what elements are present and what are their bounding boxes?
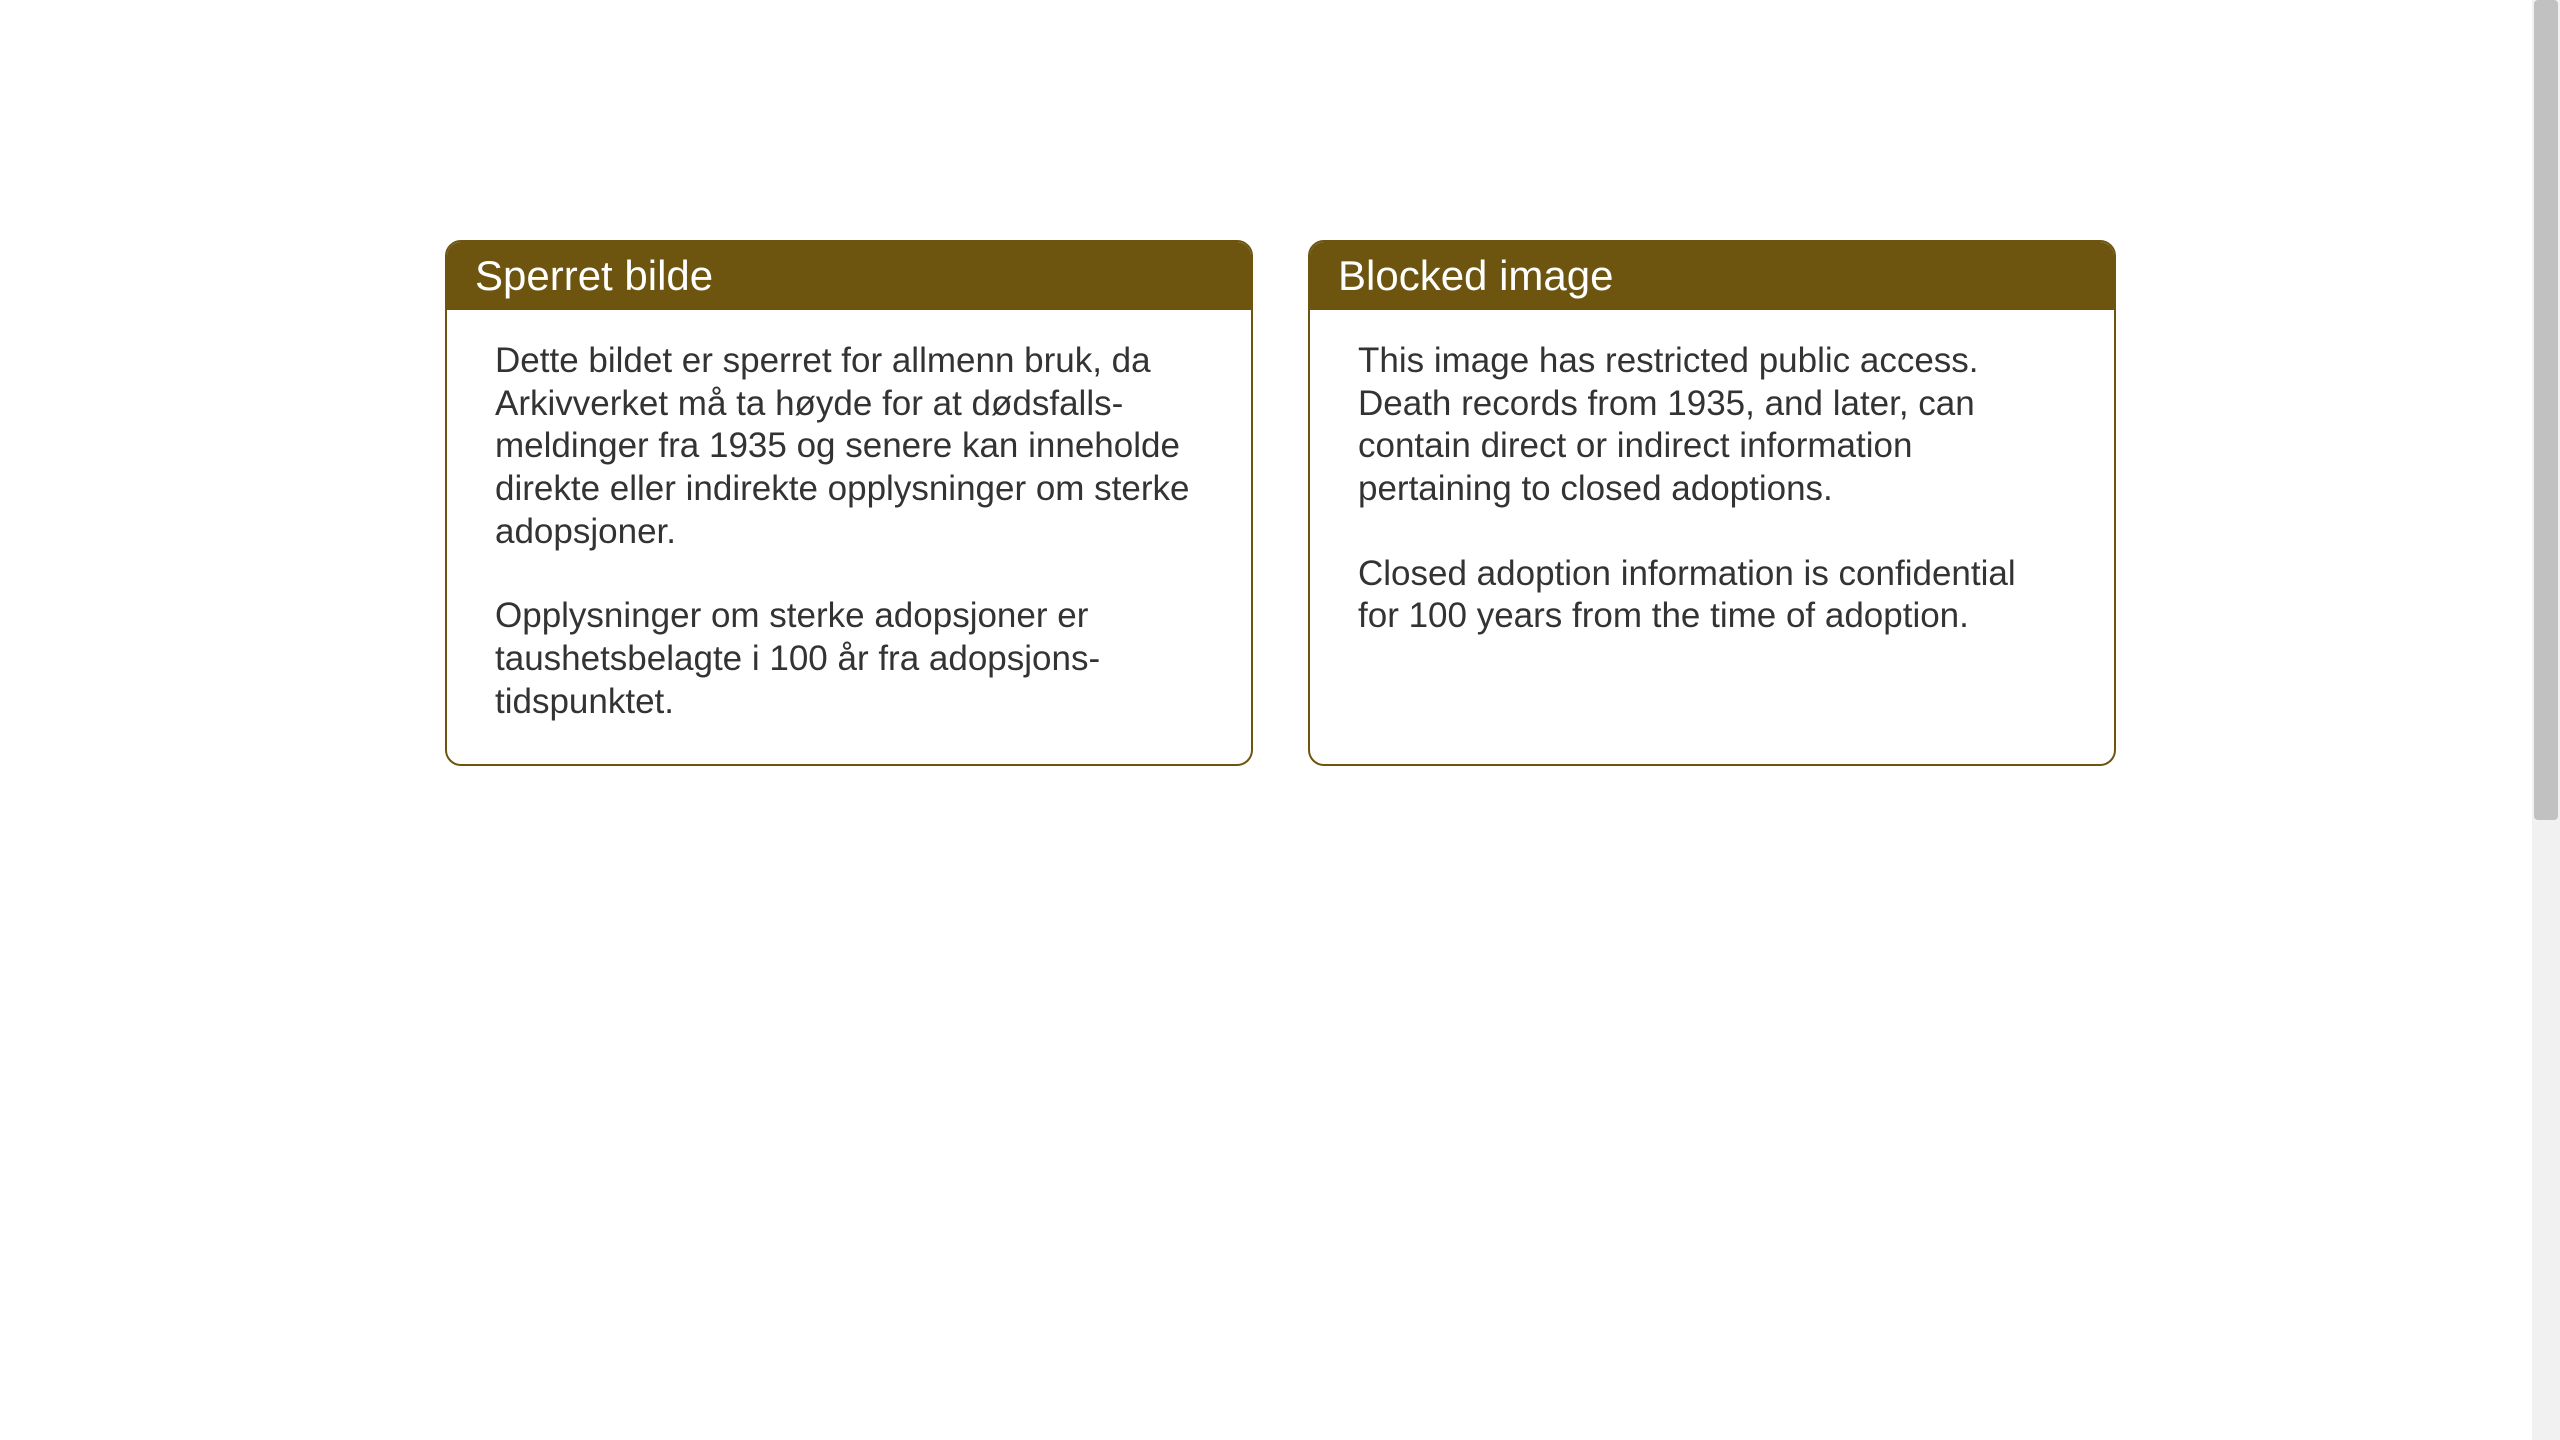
card-header-english: Blocked image	[1310, 242, 2114, 310]
card-body-norwegian: Dette bildet er sperret for allmenn bruk…	[447, 310, 1251, 764]
card-body-english: This image has restricted public access.…	[1310, 310, 2114, 750]
card-paragraph: This image has restricted public access.…	[1358, 340, 2066, 511]
card-paragraph: Dette bildet er sperret for allmenn bruk…	[495, 340, 1203, 553]
notice-card-english: Blocked image This image has restricted …	[1308, 240, 2116, 766]
scrollbar-thumb[interactable]	[2534, 0, 2558, 820]
card-paragraph: Closed adoption information is confident…	[1358, 553, 2066, 638]
card-header-norwegian: Sperret bilde	[447, 242, 1251, 310]
vertical-scrollbar[interactable]	[2532, 0, 2560, 1440]
notice-card-norwegian: Sperret bilde Dette bildet er sperret fo…	[445, 240, 1253, 766]
card-paragraph: Opplysninger om sterke adopsjoner er tau…	[495, 595, 1203, 723]
notice-cards-container: Sperret bilde Dette bildet er sperret fo…	[445, 240, 2116, 766]
